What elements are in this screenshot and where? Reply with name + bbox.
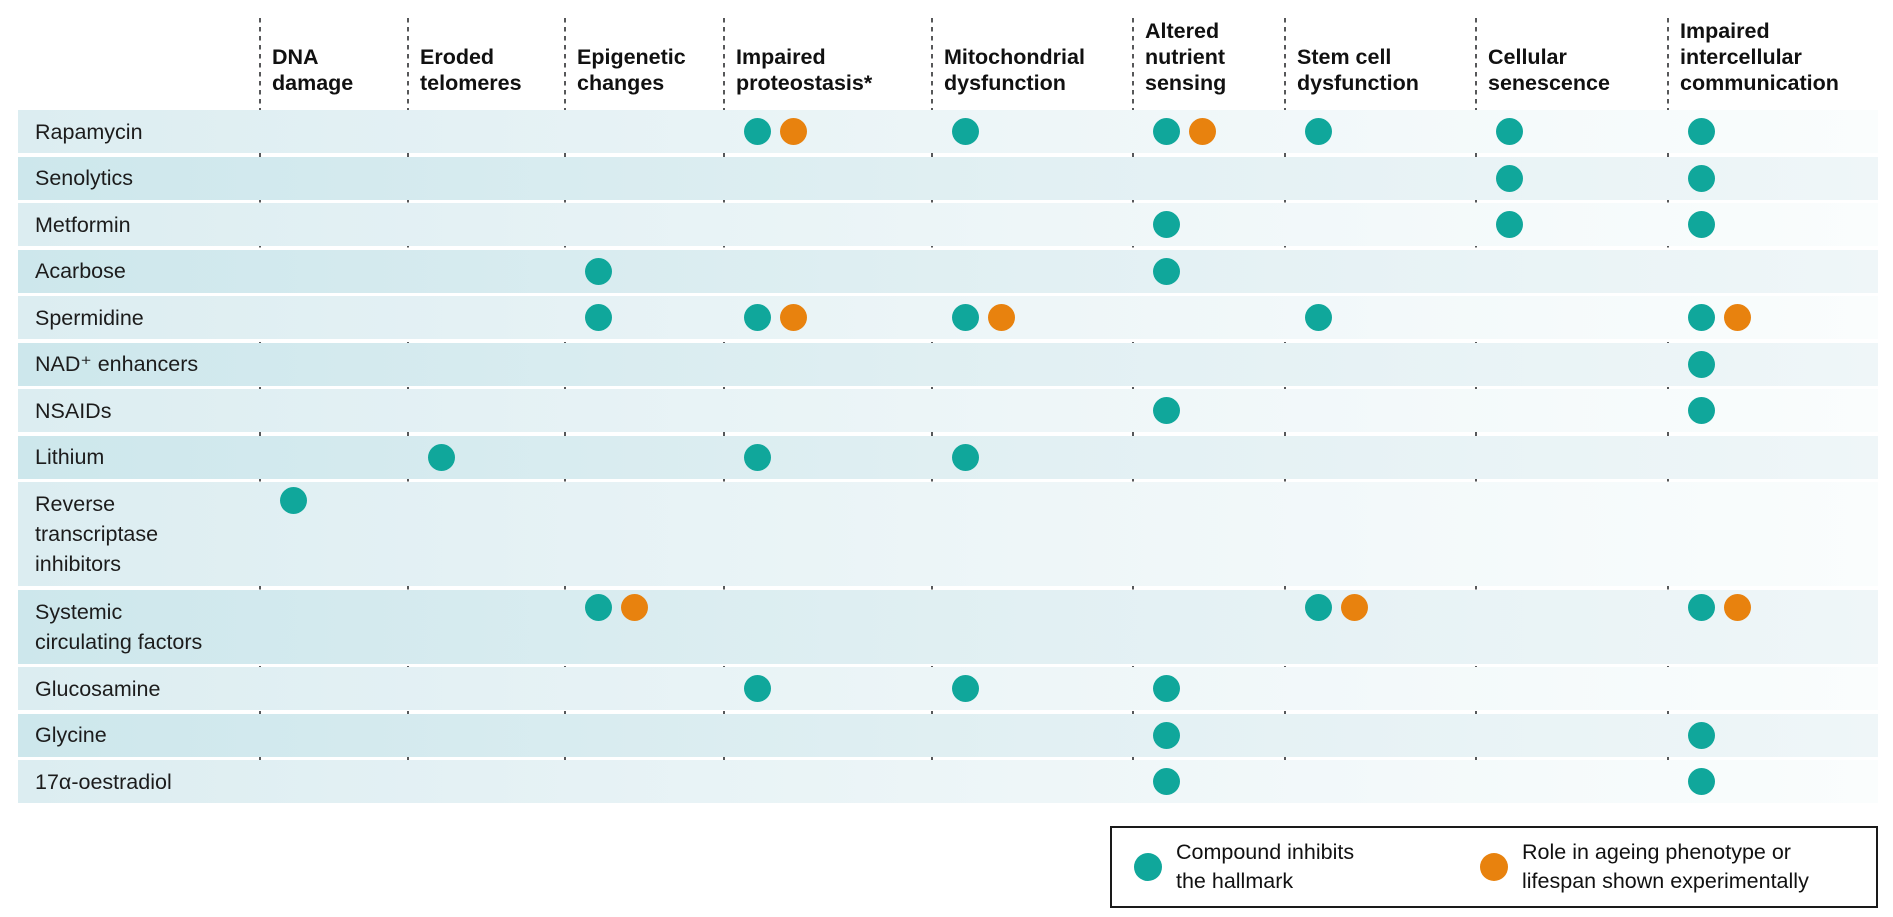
- column-header-altered-nutrient-sensing: Altered nutrient sensing: [1145, 19, 1227, 95]
- row-band-rapamycin: Rapamycin: [18, 110, 1878, 153]
- legend-label-experimental: Role in ageing phenotype or lifespan sho…: [1522, 840, 1809, 893]
- dot-teal-senolytics-cellular-senescence: [1495, 164, 1523, 192]
- dot-teal-lithium-eroded-telomeres: [427, 443, 455, 471]
- dot-teal-spermidine-impaired-intercellular-communication: [1687, 304, 1715, 331]
- row-label-glycine: Glycine: [35, 723, 107, 747]
- row-label-nsaids: NSAIDs: [35, 398, 112, 423]
- row-label-glucosamine: Glucosamine: [35, 676, 161, 701]
- dot-teal-rapamycin-mitochondrial-dysfunction: [951, 118, 979, 145]
- row-label-acarbose: Acarbose: [35, 259, 126, 283]
- row-label-reverse-transcriptase-inhibitors: Reverse transcriptase inhibitors: [35, 492, 159, 576]
- row-band-nad-enhancers: NAD⁺ enhancers: [18, 342, 1878, 386]
- row-band-17-oestradiol: 17α-oestradiol: [18, 760, 1878, 803]
- legend-item-experimental: Role in ageing phenotype or lifespan sho…: [1480, 838, 1809, 896]
- dot-teal-glycine-impaired-intercellular-communication: [1687, 721, 1715, 749]
- dot-orange-rapamycin-impaired-proteostasis: [779, 118, 807, 145]
- legend-item-inhibits: Compound inhibits the hallmark: [1134, 838, 1480, 896]
- row-band-metformin: Metformin: [18, 203, 1878, 246]
- dot-orange-rapamycin-altered-nutrient-sensing: [1188, 118, 1216, 145]
- dot-teal-nsaids-impaired-intercellular-communication: [1687, 397, 1715, 424]
- dot-teal-acarbose-altered-nutrient-sensing: [1152, 257, 1180, 285]
- dot-orange-systemic-circulating-factors-epigenetic-changes: [620, 594, 648, 621]
- dot-teal-glucosamine-mitochondrial-dysfunction: [951, 675, 979, 702]
- row-band-reverse-transcriptase-inhibitors: Reverse transcriptase inhibitors: [18, 482, 1878, 586]
- dot-teal-17-oestradiol-impaired-intercellular-communication: [1687, 768, 1715, 795]
- row-label-rapamycin: Rapamycin: [35, 119, 143, 144]
- dot-teal-nsaids-altered-nutrient-sensing: [1152, 397, 1180, 424]
- legend-box: Compound inhibits the hallmark Role in a…: [1110, 826, 1878, 908]
- dot-teal-lithium-impaired-proteostasis: [743, 443, 771, 471]
- dot-teal-systemic-circulating-factors-impaired-intercellular-communication: [1687, 594, 1715, 621]
- dot-orange-spermidine-mitochondrial-dysfunction: [987, 304, 1015, 331]
- dot-orange-spermidine-impaired-intercellular-communication: [1723, 304, 1751, 331]
- row-band-lithium: Lithium: [18, 435, 1878, 479]
- row-band-spermidine: Spermidine: [18, 296, 1878, 339]
- column-header-cellular-senescence: Cellular senescence: [1488, 45, 1610, 95]
- column-header-impaired-intercellular-communication: Impaired intercellular communication: [1680, 19, 1839, 95]
- dot-teal-spermidine-mitochondrial-dysfunction: [951, 304, 979, 331]
- dot-teal-rapamycin-stem-cell-dysfunction: [1304, 118, 1332, 145]
- dot-teal-rapamycin-impaired-proteostasis: [743, 118, 771, 145]
- dot-orange-systemic-circulating-factors-impaired-intercellular-communication: [1723, 594, 1751, 621]
- column-header-dna-damage: DNA damage: [272, 45, 354, 95]
- dot-teal-spermidine-epigenetic-changes: [584, 304, 612, 331]
- row-label-systemic-circulating-factors: Systemic circulating factors: [35, 599, 203, 654]
- dot-teal-glycine-altered-nutrient-sensing: [1152, 721, 1180, 749]
- legend-teal-dot: [1134, 853, 1162, 881]
- column-header-stem-cell-dysfunction: Stem cell dysfunction: [1297, 45, 1419, 95]
- legend-label-inhibits: Compound inhibits the hallmark: [1176, 840, 1355, 893]
- dot-orange-systemic-circulating-factors-stem-cell-dysfunction: [1340, 594, 1368, 621]
- dot-teal-spermidine-stem-cell-dysfunction: [1304, 304, 1332, 331]
- dot-teal-nad-enhancers-impaired-intercellular-communication: [1687, 350, 1715, 378]
- dot-teal-senolytics-impaired-intercellular-communication: [1687, 164, 1715, 192]
- dot-teal-glucosamine-altered-nutrient-sensing: [1152, 675, 1180, 702]
- dot-teal-rapamycin-cellular-senescence: [1495, 118, 1523, 145]
- row-band-acarbose: Acarbose: [18, 249, 1878, 293]
- row-label-lithium: Lithium: [35, 445, 105, 469]
- dot-teal-reverse-transcriptase-inhibitors-dna-damage: [279, 486, 307, 514]
- row-label-senolytics: Senolytics: [35, 166, 133, 190]
- row-label-spermidine: Spermidine: [35, 305, 144, 330]
- dot-teal-acarbose-epigenetic-changes: [584, 257, 612, 285]
- dot-teal-systemic-circulating-factors-stem-cell-dysfunction: [1304, 594, 1332, 621]
- row-label-17-oestradiol: 17α-oestradiol: [35, 769, 172, 794]
- dot-teal-glucosamine-impaired-proteostasis: [743, 675, 771, 702]
- dot-teal-lithium-mitochondrial-dysfunction: [951, 443, 979, 471]
- dot-orange-spermidine-impaired-proteostasis: [779, 304, 807, 331]
- row-band-senolytics: Senolytics: [18, 156, 1878, 200]
- dot-teal-metformin-altered-nutrient-sensing: [1152, 211, 1180, 238]
- row-band-nsaids: NSAIDs: [18, 389, 1878, 432]
- column-header-impaired-proteostasis: Impaired proteostasis*: [736, 45, 873, 95]
- dot-teal-metformin-impaired-intercellular-communication: [1687, 211, 1715, 238]
- row-band-glucosamine: Glucosamine: [18, 667, 1878, 710]
- column-header-epigenetic-changes: Epigenetic changes: [577, 45, 686, 95]
- dot-teal-17-oestradiol-altered-nutrient-sensing: [1152, 768, 1180, 795]
- dot-teal-systemic-circulating-factors-epigenetic-changes: [584, 594, 612, 621]
- row-band-glycine: Glycine: [18, 713, 1878, 757]
- row-label-nad-enhancers: NAD⁺ enhancers: [35, 352, 199, 376]
- dot-teal-metformin-cellular-senescence: [1495, 211, 1523, 238]
- column-header-eroded-telomeres: Eroded telomeres: [420, 45, 522, 95]
- dot-teal-rapamycin-impaired-intercellular-communication: [1687, 118, 1715, 145]
- row-band-systemic-circulating-factors: Systemic circulating factors: [18, 589, 1878, 664]
- column-header-mitochondrial-dysfunction: Mitochondrial dysfunction: [944, 45, 1085, 95]
- dot-teal-spermidine-impaired-proteostasis: [743, 304, 771, 331]
- legend-orange-dot: [1480, 853, 1508, 881]
- row-label-metformin: Metformin: [35, 212, 131, 237]
- dot-teal-rapamycin-altered-nutrient-sensing: [1152, 118, 1180, 145]
